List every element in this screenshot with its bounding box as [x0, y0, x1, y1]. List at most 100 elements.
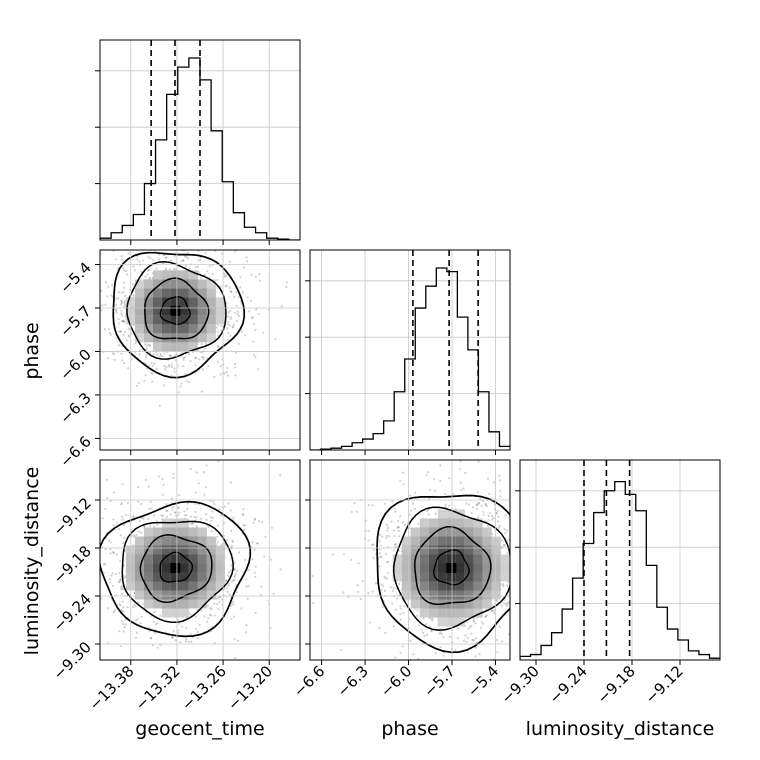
- sample-point: [160, 514, 163, 517]
- sample-point: [474, 622, 477, 625]
- sample-point: [163, 352, 166, 355]
- sample-point: [368, 621, 371, 624]
- sample-point: [117, 317, 120, 321]
- sample-point: [241, 513, 244, 516]
- sample-point: [367, 539, 370, 542]
- density-cell: [206, 333, 216, 343]
- sample-point: [507, 601, 510, 604]
- density-cell: [482, 590, 492, 600]
- sample-point: [480, 504, 483, 508]
- sample-point: [395, 597, 398, 600]
- sample-point: [493, 612, 496, 615]
- sample-point: [143, 525, 146, 528]
- sample-point: [227, 571, 231, 574]
- density-cell: [143, 288, 153, 298]
- sample-point: [182, 259, 185, 262]
- sample-point: [229, 481, 232, 484]
- sample-point: [123, 294, 126, 298]
- contour-luminosity-distance-vs-phase-2: [392, 506, 510, 632]
- density-cell: [197, 563, 207, 573]
- sample-point: [174, 511, 177, 514]
- sample-point: [396, 525, 399, 528]
- sample-point: [186, 502, 189, 505]
- sample-point: [470, 625, 473, 628]
- sample-point: [154, 623, 158, 626]
- sample-point: [216, 330, 219, 333]
- density-cell: [188, 333, 198, 343]
- sample-point: [178, 622, 181, 625]
- sample-point: [371, 504, 374, 507]
- sample-point: [206, 270, 209, 273]
- sample-point: [133, 535, 136, 539]
- sample-point: [217, 608, 220, 611]
- density-cell: [161, 608, 171, 618]
- sample-point: [145, 354, 148, 357]
- sample-point: [213, 602, 216, 605]
- sample-point: [258, 279, 261, 282]
- density-cell: [179, 324, 189, 334]
- sample-point: [149, 500, 152, 503]
- density-cell: [188, 536, 198, 546]
- sample-point: [137, 530, 140, 533]
- sample-point: [201, 368, 204, 371]
- sample-point: [164, 368, 167, 371]
- contour-luminosity-distance-vs-geocent-time-3: [100, 500, 252, 638]
- sample-point: [487, 519, 490, 522]
- sample-point: [233, 567, 236, 570]
- density-cell: [152, 315, 162, 325]
- sample-point: [140, 270, 143, 273]
- density-cell: [491, 590, 501, 600]
- density-cell: [170, 599, 180, 609]
- sample-point: [499, 489, 502, 492]
- density-cell: [179, 342, 189, 352]
- sample-point: [246, 296, 249, 299]
- sample-point: [411, 502, 414, 505]
- sample-point: [468, 625, 471, 628]
- sample-point: [356, 590, 360, 593]
- sample-point: [118, 527, 121, 531]
- sample-point: [243, 528, 246, 532]
- sample-point: [409, 494, 412, 497]
- sample-point: [270, 526, 274, 529]
- sample-point: [104, 548, 107, 551]
- sample-point: [117, 291, 121, 294]
- density-cell: [170, 590, 180, 600]
- sample-point: [253, 548, 256, 551]
- density-cell: [161, 342, 171, 352]
- density-cell: [401, 554, 411, 564]
- density-cell: [446, 554, 456, 564]
- density-cell: [437, 536, 447, 546]
- sample-point: [234, 572, 237, 575]
- density-cell: [206, 306, 216, 316]
- sample-point: [133, 269, 136, 272]
- sample-point: [472, 617, 475, 620]
- sample-point: [159, 353, 162, 356]
- sample-point: [225, 587, 228, 590]
- sample-point: [506, 604, 509, 608]
- frames-layer: [99, 39, 721, 661]
- sample-point: [247, 569, 250, 572]
- sample-point: [134, 605, 137, 608]
- density-cell: [179, 590, 189, 600]
- sample-point: [224, 580, 228, 583]
- sample-point: [350, 558, 353, 561]
- density-cell: [152, 572, 162, 582]
- sample-point: [472, 618, 475, 621]
- sample-point: [474, 655, 477, 658]
- density-cell: [401, 581, 411, 591]
- sample-point: [183, 255, 186, 258]
- density-cell: [197, 306, 207, 316]
- sample-point: [382, 584, 385, 588]
- sample-point: [207, 365, 210, 368]
- sample-point: [503, 544, 506, 547]
- density-cell: [392, 554, 402, 564]
- density-cell: [437, 608, 447, 618]
- sample-point: [396, 526, 399, 529]
- sample-point: [138, 353, 141, 356]
- sample-point: [164, 267, 168, 270]
- sample-point: [402, 611, 405, 615]
- density-cell: [188, 545, 198, 555]
- sample-point: [223, 372, 226, 375]
- density-cell: [179, 279, 189, 289]
